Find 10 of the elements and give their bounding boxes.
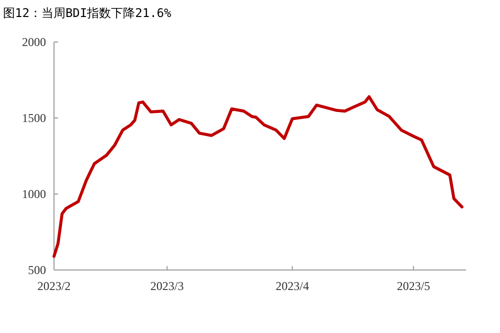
x-tick-label: 2023/5 xyxy=(396,279,430,293)
x-tick-label: 2023/3 xyxy=(150,279,184,293)
chart-title: 图12：当周BDI指数下降21.6% xyxy=(3,6,172,20)
y-tick-label: 500 xyxy=(28,263,46,277)
y-tick-label: 1500 xyxy=(22,111,46,125)
x-tick-label: 2023/2 xyxy=(37,279,71,293)
x-tick-label: 2023/4 xyxy=(276,279,309,293)
line-series xyxy=(52,95,464,258)
y-tick-label: 2000 xyxy=(22,35,46,49)
y-tick-label: 1000 xyxy=(22,187,46,201)
